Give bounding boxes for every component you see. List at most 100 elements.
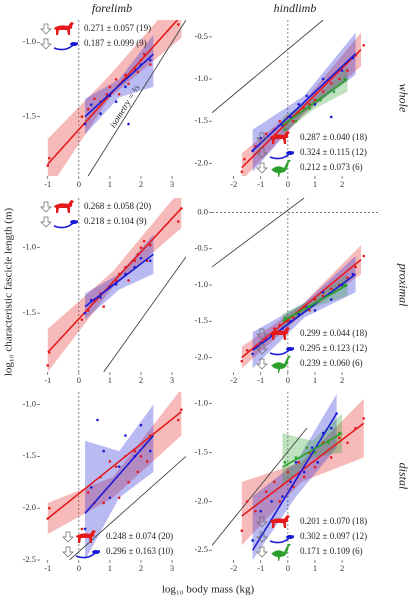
- data-point: [308, 309, 311, 312]
- animal-icon: [70, 42, 78, 46]
- data-point: [254, 509, 257, 513]
- data-point: [142, 239, 146, 243]
- y-tick-label: -1.0: [195, 73, 208, 83]
- data-point: [338, 431, 341, 435]
- data-point: [346, 441, 349, 445]
- data-point: [117, 465, 121, 468]
- arrow-icon: [256, 531, 268, 543]
- data-point: [305, 446, 309, 449]
- data-point: [124, 434, 127, 437]
- confidence-band: [241, 398, 364, 546]
- x-tick-label: 0: [77, 375, 81, 385]
- data-point: [313, 103, 317, 106]
- data-point: [362, 43, 366, 47]
- data-point: [338, 77, 341, 81]
- data-point: [117, 92, 121, 96]
- data-point: [139, 256, 143, 260]
- data-point: [148, 63, 152, 66]
- data-point: [332, 90, 336, 93]
- data-point: [127, 279, 130, 282]
- regression-line: [47, 411, 182, 520]
- legend-label: 0.201 ± 0.070 (18): [300, 516, 367, 526]
- data-point: [343, 283, 347, 287]
- data-point: [294, 456, 298, 459]
- x-tick-label: -1: [44, 375, 51, 385]
- data-point: [245, 348, 249, 352]
- data-point: [291, 119, 295, 123]
- y-tick-label: -0.5: [195, 31, 208, 41]
- x-tick-label: 0: [286, 179, 290, 189]
- data-point: [243, 157, 246, 161]
- data-point: [310, 446, 314, 449]
- data-point: [313, 451, 317, 454]
- data-point: [99, 296, 102, 299]
- x-tick-label: 1: [108, 179, 112, 189]
- data-point: [108, 285, 112, 289]
- data-point: [86, 491, 90, 494]
- data-point: [86, 107, 90, 111]
- data-point: [286, 319, 290, 323]
- data-point: [89, 486, 93, 489]
- arrow-icon: [256, 328, 268, 340]
- data-point: [264, 132, 268, 136]
- data-point: [114, 283, 118, 286]
- data-point: [259, 509, 263, 513]
- legend-label: 0.268 ± 0.058 (20): [84, 201, 151, 211]
- legend-label: 0.212 ± 0.073 (6): [300, 162, 363, 172]
- data-point: [127, 122, 130, 126]
- data-point: [346, 69, 349, 72]
- x-tick-label: 3: [170, 563, 174, 573]
- x-tick-label: 1: [313, 179, 317, 189]
- data-point: [283, 461, 287, 464]
- x-tick-label: 2: [139, 375, 143, 385]
- column-title: forelimb: [92, 1, 132, 15]
- y-tick-label: -2.0: [195, 495, 208, 505]
- data-point: [180, 207, 183, 210]
- legend-label: 0.324 ± 0.115 (12): [300, 147, 367, 157]
- data-point: [273, 480, 276, 484]
- data-point: [329, 115, 333, 119]
- x-tick-label: -1: [44, 179, 51, 189]
- data-point: [80, 115, 84, 118]
- x-tick-label: 1: [108, 563, 112, 573]
- x-tick-label: -1: [257, 179, 264, 189]
- data-point: [354, 426, 357, 430]
- arrow-icon: [40, 23, 52, 35]
- x-tick-label: 2: [139, 179, 143, 189]
- data-point: [124, 454, 127, 458]
- arrow-icon: [256, 358, 268, 370]
- data-point: [139, 63, 143, 66]
- data-point: [99, 112, 102, 115]
- data-point: [240, 529, 244, 532]
- arrow-icon: [40, 38, 52, 50]
- data-point: [297, 103, 301, 106]
- data-point: [48, 156, 51, 160]
- data-point: [319, 298, 322, 301]
- animal-icon: [76, 530, 96, 543]
- data-point: [176, 23, 180, 26]
- data-point: [127, 480, 130, 484]
- data-point: [83, 122, 87, 126]
- data-point: [281, 495, 284, 498]
- x-tick-label: 0: [77, 179, 81, 189]
- data-point: [133, 259, 137, 263]
- data-point: [114, 465, 118, 468]
- animal-icon: [286, 347, 294, 351]
- arrow-icon: [256, 147, 268, 159]
- x-axis-label: log₁₀ body mass (kg): [162, 584, 255, 596]
- data-point: [139, 454, 143, 458]
- regression-line: [252, 53, 357, 152]
- data-point: [338, 436, 341, 440]
- isometry-line: [212, 20, 324, 114]
- data-point: [102, 305, 105, 308]
- x-tick-label: -2: [230, 563, 237, 573]
- data-point: [351, 56, 355, 60]
- data-point: [329, 426, 333, 430]
- data-point: [289, 319, 292, 323]
- data-point: [321, 431, 325, 435]
- data-point: [89, 298, 93, 302]
- y-tick-label: -1.5: [195, 447, 208, 457]
- data-point: [86, 309, 90, 312]
- data-point: [245, 500, 249, 503]
